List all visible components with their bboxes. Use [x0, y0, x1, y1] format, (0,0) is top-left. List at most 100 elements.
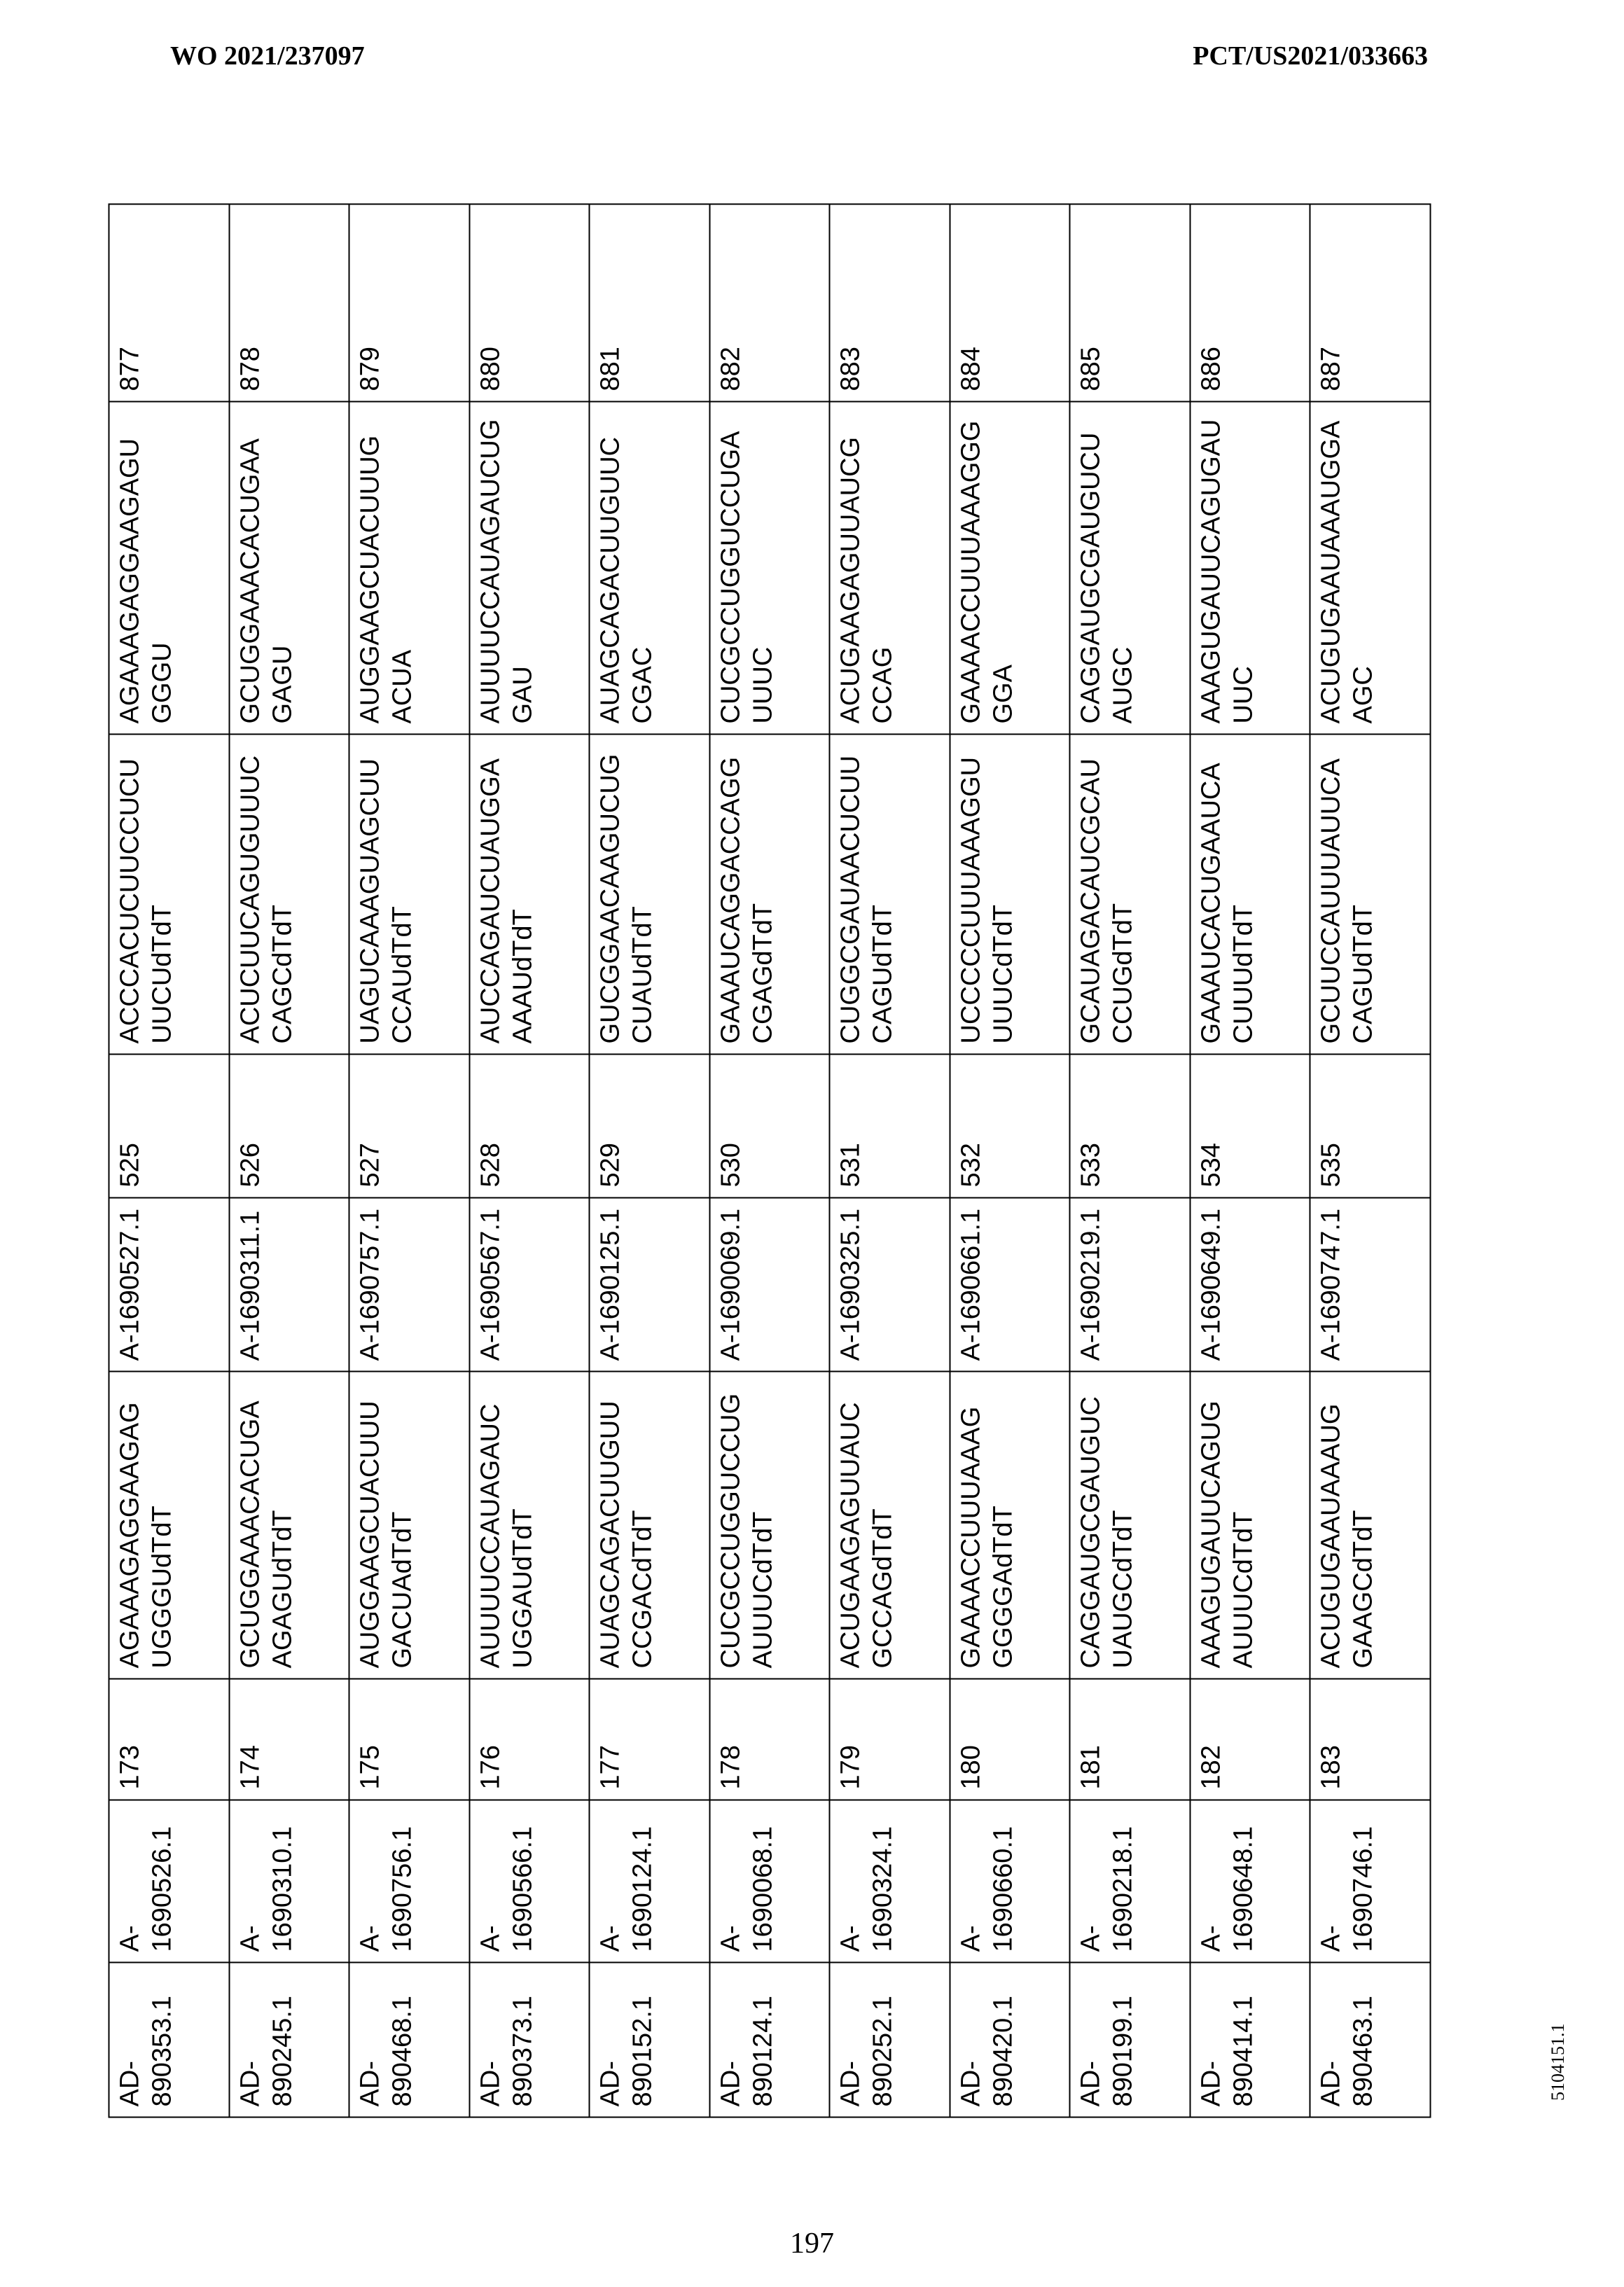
target-seq-id-cell: 883	[830, 204, 950, 402]
table-body: AD-890353.1A-1690526.1173AGAAAGAGGAAGAGU…	[109, 204, 1431, 2118]
table-row: AD-890468.1A-1690756.1175AUGGAAGCUACUUUG…	[349, 204, 470, 2118]
duplex-id-cell: AD-890414.1	[1190, 1963, 1310, 2118]
target-sequence-cell: CAGGAUGCGAUGUCUAUGC	[1070, 402, 1191, 735]
sense-id-cell: A-1690648.1	[1190, 1800, 1310, 1963]
duplex-id-cell: AD-890124.1	[709, 1963, 830, 2118]
duplex-id-cell: AD-890468.1	[349, 1963, 470, 2118]
sense-seq-id-cell: 175	[349, 1679, 470, 1800]
antisense-seq-id-cell: 525	[109, 1055, 230, 1198]
sense-seq-id-cell: 174	[229, 1679, 349, 1800]
antisense-seq-id-cell: 533	[1070, 1055, 1191, 1198]
antisense-seq-id-cell: 532	[950, 1055, 1070, 1198]
antisense-sequence-cell: GCUUCCAUUUAUUCACAGUdTdT	[1310, 735, 1431, 1055]
table-row: AD-890245.1A-1690310.1174GCUGGAAACACUGAA…	[229, 204, 349, 2118]
duplex-id-cell: AD-890245.1	[229, 1963, 349, 2118]
target-seq-id-cell: 880	[469, 204, 590, 402]
table-row: AD-890463.1A-1690746.1183ACUGUGAAUAAAUGG…	[1310, 204, 1431, 2118]
antisense-sequence-cell: CUGGCGAUAACUCUUCAGUdTdT	[830, 735, 950, 1055]
table-row: AD-890414.1A-1690648.1182AAAGUGAUUCAGUGA…	[1190, 204, 1310, 2118]
sense-id-cell: A-1690746.1	[1310, 1800, 1431, 1963]
antisense-sequence-cell: UCCCCCUUUAAAGGUUUUCdTdT	[950, 735, 1070, 1055]
sense-sequence-cell: AUUUUCCAUAGAUCUGGAUdTdT	[469, 1372, 590, 1679]
target-sequence-cell: AAAGUGAUUCAGUGAUUUC	[1190, 402, 1310, 735]
antisense-id-cell: A-1690747.1	[1310, 1198, 1431, 1372]
antisense-seq-id-cell: 535	[1310, 1055, 1431, 1198]
sense-seq-id-cell: 176	[469, 1679, 590, 1800]
target-sequence-cell: AUUUUCCAUAGAUCUGGAU	[469, 402, 590, 735]
sequence-table: AD-890353.1A-1690526.1173AGAAAGAGGAAGAGU…	[109, 204, 1431, 2118]
target-seq-id-cell: 879	[349, 204, 470, 402]
antisense-id-cell: A-1690219.1	[1070, 1198, 1191, 1372]
target-seq-id-cell: 877	[109, 204, 230, 402]
target-sequence-cell: ACUGUGAAUAAAUGGAAGC	[1310, 402, 1431, 735]
antisense-seq-id-cell: 529	[590, 1055, 710, 1198]
table-row: AD-890420.1A-1690660.1180GAAAACCUUUAAAGG…	[950, 204, 1070, 2118]
publication-number: WO 2021/237097	[170, 41, 365, 71]
sense-sequence-cell: CUCGCCUGGUCCUGAUUUCdTdT	[709, 1372, 830, 1679]
table-row: AD-890252.1A-1690324.1179 ACUGAAGAGUUAUCG…	[830, 204, 950, 2118]
antisense-seq-id-cell: 530	[709, 1055, 830, 1198]
sense-sequence-cell: GAAAACCUUUAAAGGGGGAdTdT	[950, 1372, 1070, 1679]
page-number: 197	[0, 2227, 1624, 2260]
table-row: AD-890373.1A-1690566.1176AUUUUCCAUAGAUCU…	[469, 204, 590, 2118]
sense-sequence-cell: GCUGGAAACACUGAAGAGUdTdT	[229, 1372, 349, 1679]
target-sequence-cell: ACUGAAGAGUUAUCGCCAG	[830, 402, 950, 735]
sense-seq-id-cell: 178	[709, 1679, 830, 1800]
duplex-id-cell: AD-890252.1	[830, 1963, 950, 2118]
antisense-seq-id-cell: 531	[830, 1055, 950, 1198]
antisense-seq-id-cell: 527	[349, 1055, 470, 1198]
antisense-id-cell: A-1690661.1	[950, 1198, 1070, 1372]
sequence-table-rotated: AD-890353.1A-1690526.1173AGAAAGAGGAAGAGU…	[109, 205, 1431, 2118]
target-seq-id-cell: 885	[1070, 204, 1191, 402]
target-sequence-cell: CUCGCCUGGUCCUGAUUUC	[709, 402, 830, 735]
duplex-id-cell: AD-890199.1	[1070, 1963, 1191, 2118]
sense-sequence-cell: ACUGUGAAUAAAUGGAAGCdTdT	[1310, 1372, 1431, 1679]
antisense-id-cell: A-1690069.1	[709, 1198, 830, 1372]
antisense-sequence-cell: ACCCACUCUUCCUCUUUCUdTdT	[109, 735, 230, 1055]
duplex-id-cell: AD-890353.1	[109, 1963, 230, 2118]
antisense-id-cell: A-1690311.1	[229, 1198, 349, 1372]
target-seq-id-cell: 886	[1190, 204, 1310, 402]
target-seq-id-cell: 878	[229, 204, 349, 402]
antisense-sequence-cell: ACUCUUCAGUGUUUCCAGCdTdT	[229, 735, 349, 1055]
duplex-id-cell: AD-890152.1	[590, 1963, 710, 2118]
antisense-id-cell: A-1690125.1	[590, 1198, 710, 1372]
antisense-sequence-cell: GAAAUCAGGACCAGGCGAGdTdT	[709, 735, 830, 1055]
target-seq-id-cell: 884	[950, 204, 1070, 402]
target-sequence-cell: AGAAAGAGGAAGAGUGGGU	[109, 402, 230, 735]
duplex-id-cell: AD-890373.1	[469, 1963, 590, 2118]
sense-seq-id-cell: 179	[830, 1679, 950, 1800]
antisense-seq-id-cell: 528	[469, 1055, 590, 1198]
sense-sequence-cell: AGAAAGAGGAAGAGUGGGUdTdT	[109, 1372, 230, 1679]
antisense-id-cell: A-1690567.1	[469, 1198, 590, 1372]
antisense-sequence-cell: GUCGGAACAAGUCUGCUAUdTdT	[590, 735, 710, 1055]
sense-id-cell: A-1690310.1	[229, 1800, 349, 1963]
sense-id-cell: A-1690324.1	[830, 1800, 950, 1963]
sense-id-cell: A-1690218.1	[1070, 1800, 1191, 1963]
sense-id-cell: A-1690526.1	[109, 1800, 230, 1963]
antisense-id-cell: A-1690757.1	[349, 1198, 470, 1372]
sense-sequence-cell: AAAGUGAUUCAGUGAUUUCdTdT	[1190, 1372, 1310, 1679]
antisense-seq-id-cell: 526	[229, 1055, 349, 1198]
sense-id-cell: A-1690660.1	[950, 1800, 1070, 1963]
target-seq-id-cell: 881	[590, 204, 710, 402]
target-seq-id-cell: 882	[709, 204, 830, 402]
sense-id-cell: A-1690566.1	[469, 1800, 590, 1963]
application-number: PCT/US2021/033663	[1193, 41, 1428, 71]
sense-seq-id-cell: 173	[109, 1679, 230, 1800]
sense-sequence-cell: AUAGCAGACUUGUUCCGACdTdT	[590, 1372, 710, 1679]
antisense-sequence-cell: AUCCAGAUCUAUGGAAAAUdTdT	[469, 735, 590, 1055]
antisense-id-cell: A-1690527.1	[109, 1198, 230, 1372]
sense-seq-id-cell: 183	[1310, 1679, 1431, 1800]
sense-id-cell: A-1690124.1	[590, 1800, 710, 1963]
target-sequence-cell: GCUGGAAACACUGAAGAGU	[229, 402, 349, 735]
sense-seq-id-cell: 182	[1190, 1679, 1310, 1800]
antisense-id-cell: A-1690325.1	[830, 1198, 950, 1372]
target-sequence-cell: AUGGAAGCUACUUUGACUA	[349, 402, 470, 735]
antisense-seq-id-cell: 534	[1190, 1055, 1310, 1198]
table-row: AD-890152.1A-1690124.1177AUAGCAGACUUGUUC…	[590, 204, 710, 2118]
table-row: AD-890353.1A-1690526.1173AGAAAGAGGAAGAGU…	[109, 204, 230, 2118]
target-sequence-cell: GAAAACCUUUAAAGGGGGA	[950, 402, 1070, 735]
sense-seq-id-cell: 181	[1070, 1679, 1191, 1800]
antisense-sequence-cell: GCAUAGACAUCGCAUCCUGdTdT	[1070, 735, 1191, 1055]
